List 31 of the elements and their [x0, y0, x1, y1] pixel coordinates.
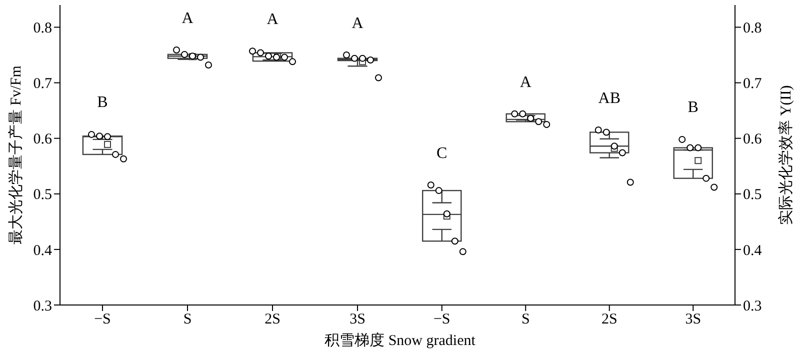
- y2-axis-title: 实际光化学效率 Y(II): [777, 85, 796, 225]
- x-tick-label: 3S: [685, 312, 702, 328]
- y2-tick-label: 0.8: [743, 20, 762, 37]
- y-axis-title: 最大光化学量子产量 Fv/Fm: [7, 66, 26, 244]
- annotation: A: [266, 11, 278, 30]
- y2-tick-label: 0.7: [743, 76, 762, 92]
- x-tick-label: 2S: [264, 312, 280, 328]
- y-tick-label: 0.3: [33, 298, 52, 314]
- x-tick-label: −S: [433, 312, 450, 328]
- y-tick-label: 0.6: [33, 132, 52, 148]
- y2-tick-label: 0.6: [743, 132, 762, 148]
- annotation: AB: [598, 90, 620, 108]
- x-tick-label: 2S: [601, 312, 618, 328]
- x-tick-label: S: [183, 312, 192, 328]
- annotation: B: [688, 99, 698, 118]
- y2-tick-label: 0.5: [743, 187, 762, 204]
- y-tick-label: 0.8: [33, 20, 52, 37]
- y-tick-label: 0.7: [33, 76, 52, 92]
- y-tick-label: 0.4: [33, 242, 52, 259]
- annotation: B: [97, 94, 108, 112]
- annotation: A: [352, 15, 364, 33]
- x-tick-label: S: [521, 312, 530, 328]
- annotation: A: [182, 10, 194, 28]
- annotation: C: [436, 145, 448, 163]
- annotation: A: [520, 74, 532, 92]
- y-tick-label: 0.5: [33, 187, 52, 204]
- x-tick-label: 3S: [350, 312, 366, 328]
- y2-tick-label: 0.4: [743, 242, 762, 259]
- y2-tick-label: 0.3: [743, 298, 762, 314]
- x-axis-title: 积雪梯度 Snow gradient: [324, 331, 476, 350]
- x-tick-label: −S: [94, 312, 111, 328]
